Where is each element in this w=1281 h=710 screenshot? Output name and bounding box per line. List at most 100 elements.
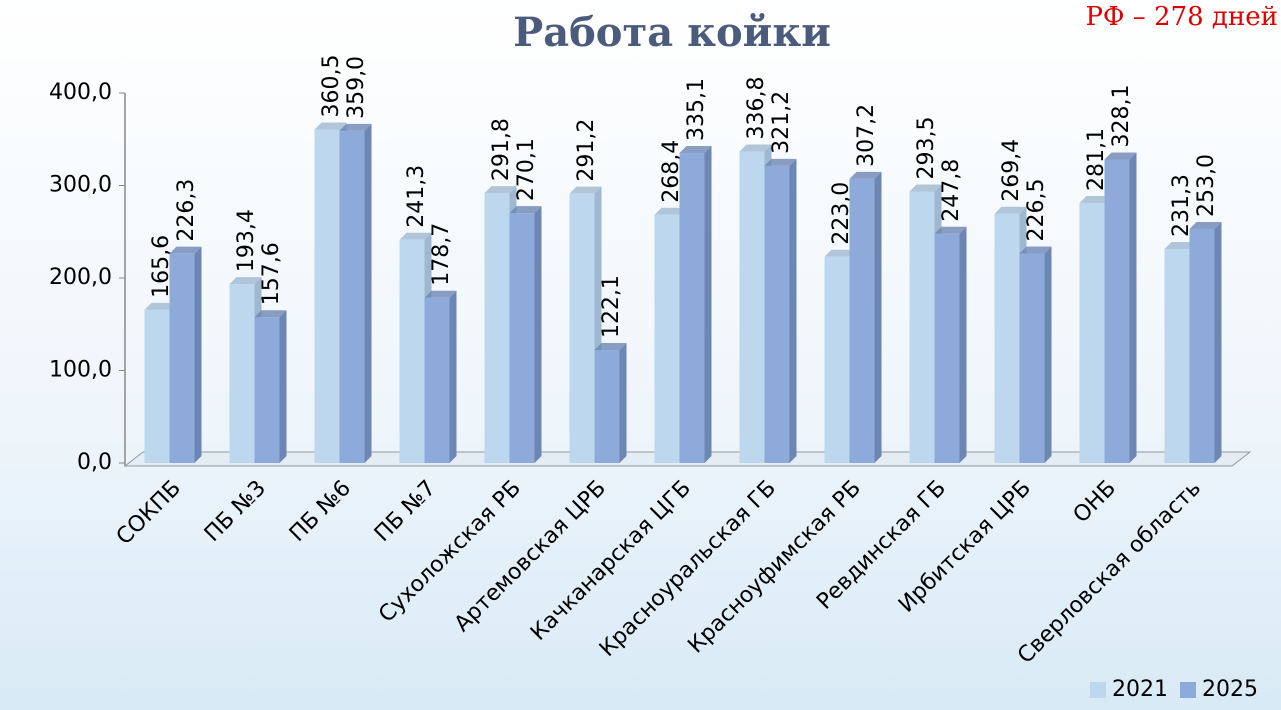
- bar: [254, 317, 280, 463]
- value-label: 360,5: [319, 55, 344, 118]
- bar-top: [1079, 195, 1112, 203]
- bar-side: [279, 310, 287, 463]
- bar: [934, 233, 960, 463]
- bar: [994, 213, 1020, 463]
- bar-top: [934, 226, 967, 234]
- bar: [1079, 202, 1105, 464]
- bar: [1019, 253, 1045, 463]
- value-label: 270,1: [514, 138, 539, 201]
- bar-top: [994, 206, 1027, 214]
- bar: [849, 178, 875, 463]
- bar-top: [144, 302, 177, 310]
- bar-top: [594, 343, 627, 351]
- bar-top: [764, 158, 797, 166]
- bar-top: [739, 144, 772, 152]
- value-label: 328,1: [1109, 85, 1134, 148]
- value-label: 269,4: [999, 139, 1024, 202]
- bar-top: [339, 123, 372, 131]
- value-label: 359,0: [344, 56, 369, 119]
- value-label: 253,0: [1194, 154, 1219, 217]
- bar-top: [484, 186, 517, 194]
- bar: [399, 239, 425, 463]
- bar-top: [1019, 246, 1052, 254]
- value-label: 291,2: [574, 119, 599, 182]
- bar-top: [1189, 221, 1222, 229]
- bar-top: [824, 249, 857, 257]
- bar: [169, 253, 195, 463]
- bar-top: [679, 146, 712, 154]
- value-label: 247,8: [939, 159, 964, 222]
- bar-side: [364, 123, 372, 464]
- bar-top: [1104, 152, 1137, 160]
- bar-side: [704, 146, 712, 463]
- value-label: 241,3: [404, 165, 429, 228]
- bar-side: [1214, 221, 1222, 463]
- bar: [1164, 249, 1190, 463]
- bar: [1104, 159, 1130, 463]
- value-label: 291,8: [489, 118, 514, 181]
- value-label: 335,1: [684, 78, 709, 141]
- legend-swatch: [1090, 682, 1106, 698]
- value-label: 157,6: [259, 242, 284, 305]
- legend-swatch: [1180, 682, 1196, 698]
- bar: [1189, 228, 1215, 463]
- bar-side: [194, 246, 202, 463]
- bar-top: [254, 310, 287, 318]
- bar-side: [534, 206, 542, 463]
- annotation: РФ – 278 дней: [1085, 2, 1278, 32]
- bar: [339, 130, 365, 464]
- bar: [679, 153, 705, 463]
- chart-title: Работа койки: [513, 9, 831, 56]
- bar-side: [959, 226, 967, 463]
- value-label: 307,2: [854, 104, 879, 167]
- legend-label: 2021: [1112, 677, 1168, 702]
- bar-side: [874, 171, 882, 463]
- value-label: 336,8: [744, 76, 769, 139]
- bar-side: [619, 343, 627, 463]
- bar-top: [1164, 242, 1197, 250]
- bar: [424, 297, 450, 463]
- bar: [824, 256, 850, 463]
- bar: [144, 309, 170, 463]
- bar: [739, 151, 765, 463]
- bar-top: [654, 207, 687, 215]
- y-tick-label: 200,0: [49, 265, 112, 290]
- value-label: 321,2: [769, 91, 794, 154]
- value-label: 293,5: [914, 117, 939, 180]
- bar-side: [1044, 246, 1052, 463]
- bar-side: [789, 158, 797, 463]
- value-label: 193,4: [234, 209, 259, 272]
- bar-side: [1129, 152, 1137, 463]
- bar: [229, 284, 255, 463]
- value-label: 122,1: [599, 275, 624, 338]
- bar: [484, 193, 510, 463]
- y-tick-label: 100,0: [49, 358, 112, 383]
- value-label: 226,3: [174, 179, 199, 242]
- bar-top: [399, 232, 432, 240]
- bar-top: [909, 184, 942, 192]
- bar: [764, 165, 790, 463]
- y-tick-label: 300,0: [49, 173, 112, 198]
- bar-top: [229, 277, 262, 285]
- y-tick-label: 0,0: [77, 450, 112, 475]
- bar-top: [314, 122, 347, 130]
- value-label: 226,5: [1024, 179, 1049, 242]
- bar-top: [169, 246, 202, 254]
- bar: [594, 350, 620, 463]
- bar-side: [449, 290, 457, 463]
- value-label: 178,7: [429, 223, 454, 286]
- bar: [314, 129, 340, 463]
- y-tick-label: 400,0: [49, 80, 112, 105]
- legend-label: 2025: [1202, 677, 1258, 702]
- value-label: 231,3: [1169, 174, 1194, 237]
- bar-top: [509, 206, 542, 214]
- bar-top: [424, 290, 457, 298]
- bar: [569, 193, 595, 463]
- bar: [654, 214, 680, 463]
- bar-top: [569, 186, 602, 194]
- bar: [909, 191, 935, 463]
- bar: [509, 213, 535, 463]
- bar-top: [849, 171, 882, 179]
